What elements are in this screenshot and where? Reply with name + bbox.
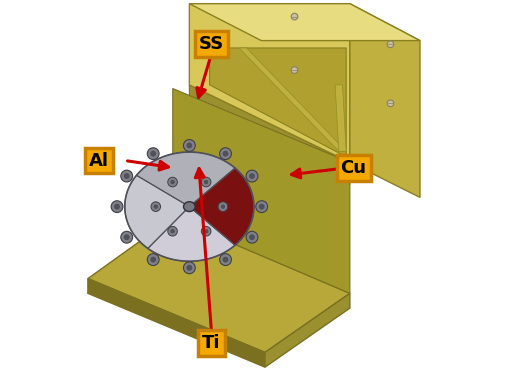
Polygon shape — [189, 85, 350, 184]
Circle shape — [124, 234, 130, 240]
Circle shape — [204, 180, 208, 184]
Circle shape — [183, 139, 195, 151]
Circle shape — [223, 257, 228, 263]
Polygon shape — [335, 85, 346, 151]
Circle shape — [150, 151, 156, 156]
Circle shape — [201, 177, 211, 187]
Polygon shape — [136, 152, 235, 207]
Circle shape — [246, 170, 258, 182]
Circle shape — [168, 227, 178, 236]
Polygon shape — [189, 4, 420, 41]
Circle shape — [219, 254, 232, 266]
Circle shape — [291, 67, 298, 73]
Circle shape — [168, 177, 178, 187]
Polygon shape — [148, 207, 235, 261]
Circle shape — [121, 231, 132, 243]
Circle shape — [219, 148, 232, 159]
Text: SS: SS — [199, 35, 224, 53]
Circle shape — [387, 41, 394, 48]
Circle shape — [154, 204, 158, 209]
Text: Al: Al — [89, 152, 109, 169]
Circle shape — [147, 148, 159, 159]
Circle shape — [291, 13, 298, 20]
Circle shape — [249, 234, 255, 240]
Polygon shape — [88, 279, 265, 367]
Text: Cu: Cu — [341, 159, 367, 177]
Circle shape — [170, 229, 175, 234]
Circle shape — [151, 202, 161, 211]
Circle shape — [204, 229, 208, 234]
Circle shape — [387, 100, 394, 107]
Circle shape — [223, 151, 228, 156]
Polygon shape — [210, 48, 346, 157]
Circle shape — [111, 201, 123, 213]
Circle shape — [114, 204, 120, 210]
Circle shape — [246, 231, 258, 243]
Circle shape — [220, 204, 225, 209]
Polygon shape — [125, 175, 189, 248]
Circle shape — [124, 173, 130, 179]
Circle shape — [150, 257, 156, 263]
Polygon shape — [350, 4, 420, 197]
Ellipse shape — [183, 202, 195, 211]
Circle shape — [187, 142, 192, 148]
Circle shape — [259, 204, 264, 210]
Polygon shape — [88, 218, 350, 352]
Circle shape — [201, 227, 211, 236]
Polygon shape — [173, 89, 350, 293]
Circle shape — [187, 265, 192, 271]
Circle shape — [121, 170, 132, 182]
Circle shape — [183, 262, 195, 274]
Polygon shape — [189, 4, 350, 162]
Circle shape — [249, 173, 255, 179]
Text: Ti: Ti — [202, 334, 221, 352]
Polygon shape — [265, 293, 350, 367]
Circle shape — [170, 180, 175, 184]
Polygon shape — [239, 48, 346, 151]
Circle shape — [256, 201, 268, 213]
Polygon shape — [189, 168, 254, 245]
Circle shape — [218, 202, 228, 211]
Circle shape — [147, 254, 159, 266]
